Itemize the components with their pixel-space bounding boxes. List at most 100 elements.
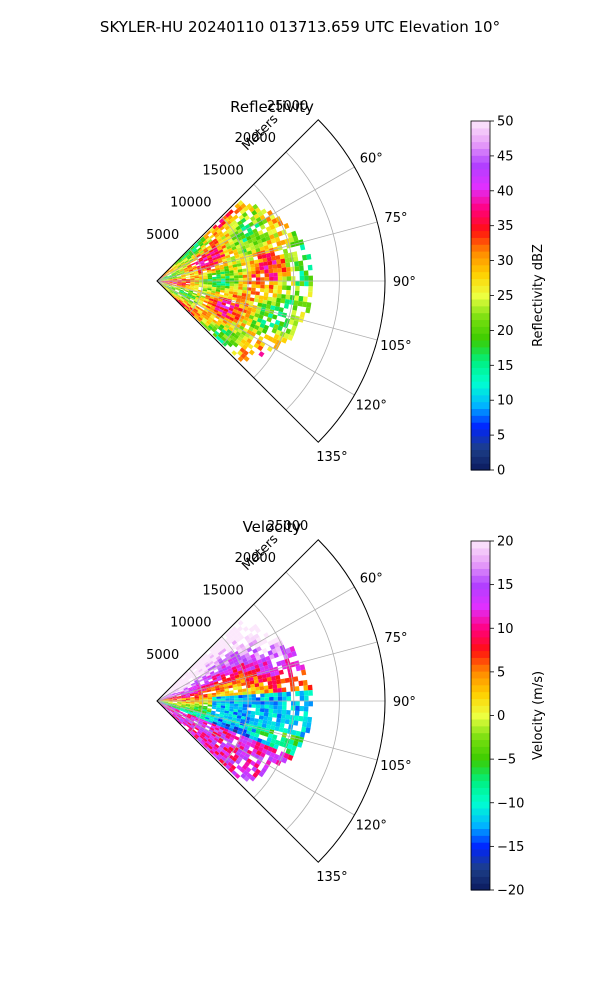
- colorbar-label: Reflectivity dBZ: [531, 244, 546, 347]
- data-cell: [183, 688, 189, 692]
- data-cell: [212, 276, 217, 280]
- data-cell: [248, 349, 255, 356]
- colorbar-segment: [471, 305, 490, 314]
- data-cell: [299, 275, 305, 281]
- data-cell: [162, 704, 167, 708]
- data-cell: [172, 294, 176, 298]
- data-cell: [224, 233, 230, 238]
- data-cell: [251, 704, 256, 708]
- data-cell: [182, 265, 187, 269]
- data-cell: [227, 761, 233, 768]
- data-cell: [191, 666, 196, 672]
- data-cell: [181, 683, 186, 687]
- data-cell: [234, 661, 240, 667]
- data-cell: [178, 299, 183, 304]
- data-cell: [212, 651, 218, 657]
- data-cell: [179, 690, 185, 693]
- data-cell: [274, 306, 280, 312]
- data-cell: [206, 740, 211, 745]
- data-cell: [232, 684, 238, 688]
- data-cell: [271, 260, 277, 265]
- data-cell: [215, 725, 221, 729]
- data-cell: [287, 728, 293, 735]
- data-cell: [172, 704, 177, 706]
- colorbar-tick-label: −5: [497, 753, 516, 768]
- data-cell: [272, 268, 278, 273]
- data-cell: [264, 704, 270, 709]
- data-cell: [203, 277, 208, 280]
- data-cell: [206, 254, 212, 259]
- data-cell: [282, 272, 287, 277]
- data-cell: [194, 283, 199, 286]
- data-cell: [272, 713, 278, 718]
- data-cell: [216, 228, 222, 234]
- data-cell: [242, 710, 247, 714]
- data-cell: [239, 325, 245, 331]
- data-cell: [233, 686, 238, 691]
- data-cell: [220, 707, 225, 711]
- colorbar-segment: [471, 292, 490, 300]
- data-cell: [286, 267, 291, 272]
- data-cell: [280, 298, 286, 304]
- data-cell: [273, 232, 279, 239]
- data-cell: [225, 314, 231, 320]
- data-cell: [176, 703, 182, 706]
- data-cell: [206, 689, 212, 693]
- data-cell: [232, 214, 239, 220]
- data-cell: [267, 243, 274, 249]
- data-cell: [201, 311, 207, 317]
- data-cell: [204, 661, 209, 666]
- data-cell: [231, 626, 238, 632]
- data-cell: [221, 328, 227, 334]
- data-cell: [192, 293, 197, 297]
- data-cell: [201, 303, 207, 307]
- data-cell: [190, 312, 195, 317]
- data-cell: [252, 328, 258, 334]
- data-cell: [207, 271, 212, 274]
- data-cell: [172, 713, 177, 717]
- data-cell: [223, 712, 229, 717]
- data-cell: [172, 274, 177, 277]
- data-cell: [255, 667, 261, 673]
- data-cell: [234, 698, 239, 701]
- data-cell: [227, 634, 233, 641]
- data-cell: [204, 742, 210, 747]
- data-cell: [223, 683, 229, 687]
- data-cell: [235, 233, 241, 239]
- data-cell: [230, 722, 236, 727]
- data-cell: [179, 268, 184, 271]
- data-cell: [267, 230, 274, 236]
- data-cell: [159, 278, 164, 280]
- data-cell: [178, 267, 184, 271]
- data-cell: [258, 299, 264, 304]
- data-cell: [180, 261, 185, 265]
- data-cell: [225, 662, 231, 668]
- data-cell: [201, 319, 206, 324]
- data-cell: [187, 722, 192, 726]
- data-cell: [290, 686, 296, 692]
- data-cell: [169, 289, 174, 293]
- data-cell: [165, 270, 170, 274]
- data-cell: [250, 311, 256, 317]
- data-cell: [185, 717, 190, 721]
- data-cell: [250, 710, 256, 715]
- data-cell: [226, 321, 232, 327]
- data-cell: [227, 238, 233, 243]
- data-cell: [209, 250, 215, 255]
- data-cell: [284, 299, 290, 305]
- data-cell: [229, 759, 235, 765]
- data-cell: [232, 342, 239, 348]
- data-cell: [255, 273, 261, 278]
- data-cell: [192, 712, 198, 716]
- data-cell: [181, 285, 186, 287]
- data-cell: [236, 631, 242, 638]
- data-cell: [190, 296, 196, 300]
- data-cell: [302, 716, 308, 723]
- data-cell: [272, 734, 278, 740]
- data-cell: [213, 297, 219, 301]
- data-cell: [177, 281, 182, 283]
- data-cell: [303, 690, 309, 696]
- data-cell: [201, 658, 206, 663]
- data-cell: [246, 310, 252, 315]
- data-cell: [168, 711, 173, 715]
